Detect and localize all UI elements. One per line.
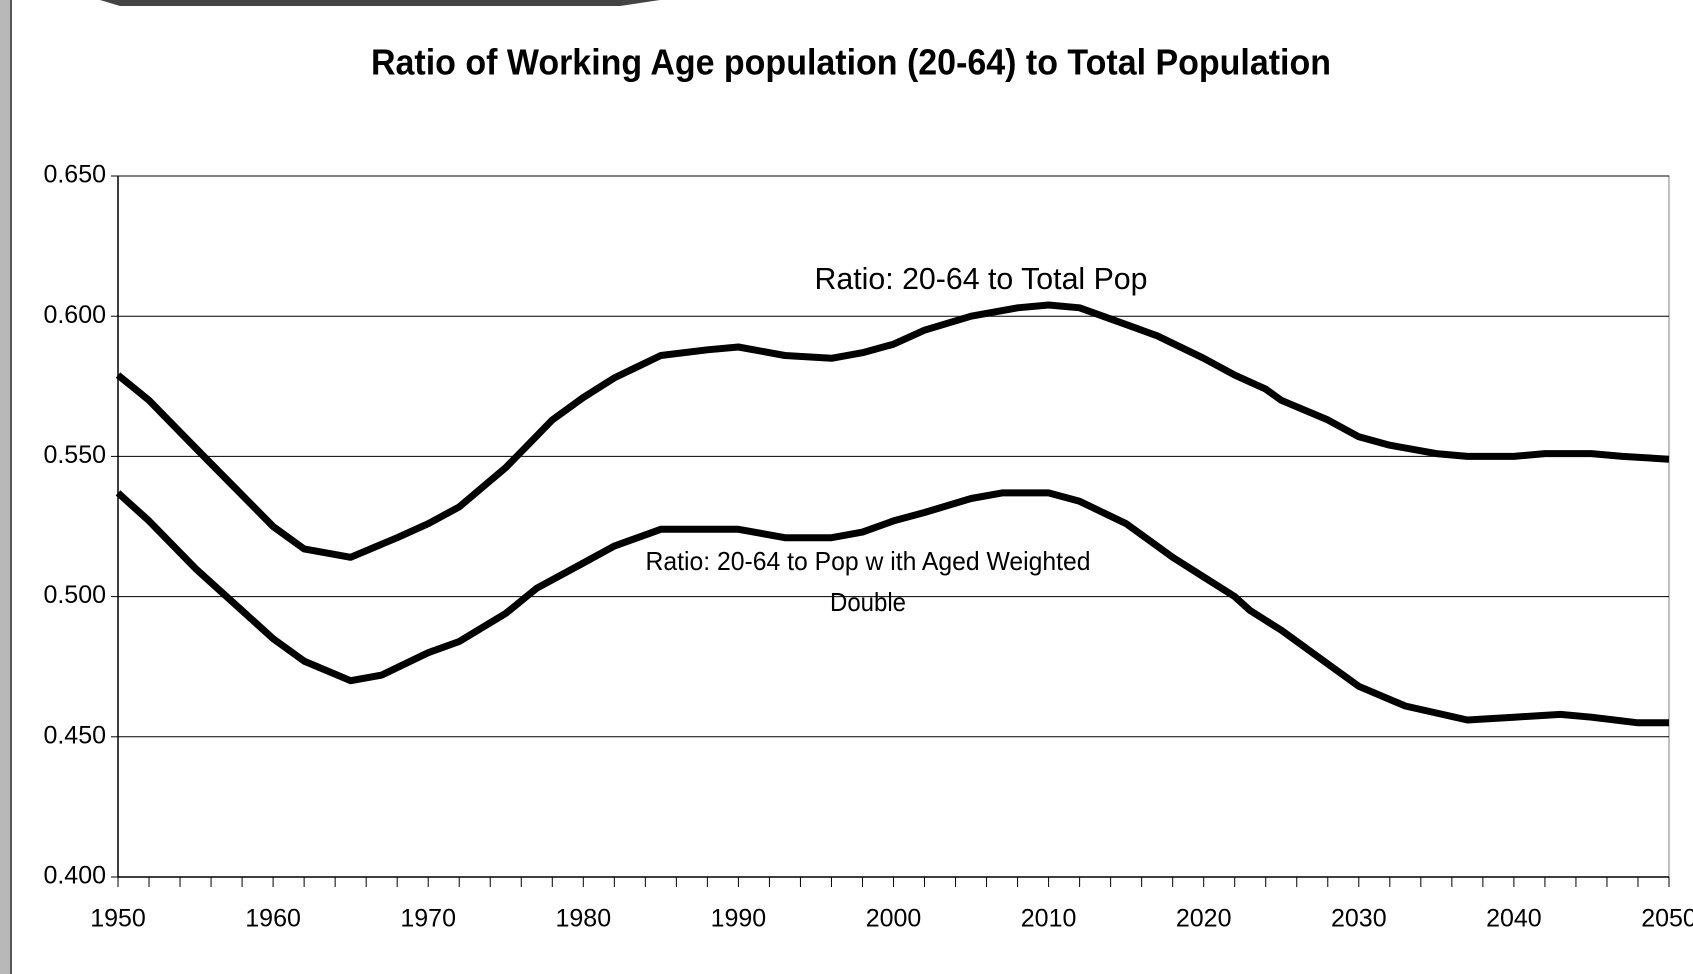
- annotation: Ratio: 20-64 to Total Pop: [815, 261, 1148, 296]
- x-tick-label: 2000: [866, 905, 922, 933]
- window-tab: [100, 0, 660, 6]
- y-tick-label: 0.450: [43, 721, 106, 749]
- x-tick-label: 1960: [245, 905, 301, 933]
- window-edge: [0, 0, 11, 974]
- annotation: Ratio: 20-64 to Pop w ith Aged Weighted: [646, 546, 1091, 576]
- x-tick-label: 1990: [711, 905, 767, 933]
- series-line: [115, 489, 1669, 727]
- x-tick-label: 2020: [1176, 905, 1232, 933]
- x-tick-label: 2050: [1641, 905, 1693, 933]
- x-tick-label: 2040: [1486, 905, 1542, 933]
- y-tick-label: 0.600: [43, 301, 106, 329]
- x-tick-label: 2010: [1021, 905, 1077, 933]
- x-tick-label: 1970: [400, 905, 456, 933]
- series-line: [115, 301, 1670, 561]
- chart-title: Ratio of Working Age population (20-64) …: [371, 42, 1331, 83]
- x-tick-label: 1950: [90, 905, 146, 933]
- y-tick-label: 0.500: [43, 581, 106, 609]
- y-tick-label: 0.650: [43, 161, 106, 189]
- x-tick-label: 2030: [1331, 905, 1387, 933]
- annotation: Double: [830, 587, 906, 617]
- y-tick-label: 0.400: [43, 862, 106, 890]
- y-tick-label: 0.550: [43, 441, 106, 469]
- x-tick-label: 1980: [555, 905, 611, 933]
